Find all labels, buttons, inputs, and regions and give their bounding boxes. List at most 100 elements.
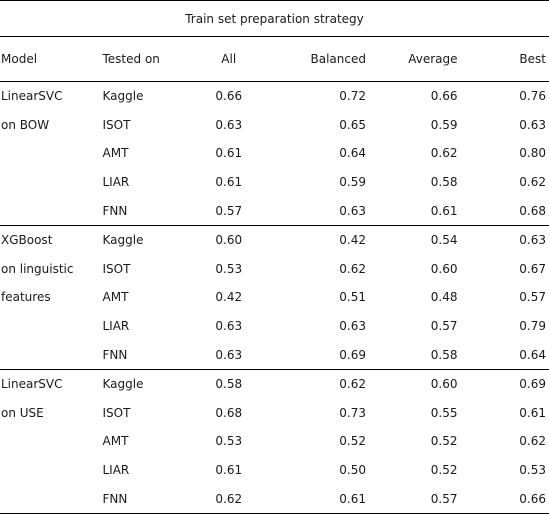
model-cell: on BOW (0, 111, 92, 140)
tested-on-cell: Kaggle (92, 225, 184, 254)
model-cell: LinearSVC (0, 82, 92, 111)
tested-on-cell: Kaggle (92, 82, 184, 111)
balanced-value-cell: 0.73 (275, 399, 367, 428)
best-value-cell: 0.63 (458, 111, 549, 140)
balanced-value-cell: 0.62 (275, 255, 367, 284)
balanced-value-cell: 0.69 (275, 340, 367, 369)
balanced-value-cell: 0.64 (275, 139, 367, 168)
header-tested-on: Tested on (92, 37, 184, 82)
average-value-cell: 0.52 (366, 456, 458, 485)
column-header-row: Model Tested on All Balanced Average Bes… (0, 37, 549, 82)
tested-on-cell: LIAR (92, 168, 184, 197)
balanced-value-cell: 0.52 (275, 427, 367, 456)
balanced-value-cell: 0.50 (275, 456, 367, 485)
model-cell (0, 312, 92, 341)
tested-on-cell: FNN (92, 196, 184, 225)
model-cell: features (0, 283, 92, 312)
all-value-cell: 0.66 (183, 82, 275, 111)
tested-on-cell: AMT (92, 427, 184, 456)
best-value-cell: 0.69 (458, 369, 549, 398)
best-value-cell: 0.63 (458, 225, 549, 254)
all-value-cell: 0.63 (183, 111, 275, 140)
header-average: Average (366, 37, 458, 82)
tested-on-cell: ISOT (92, 111, 184, 140)
all-value-cell: 0.62 (183, 484, 275, 513)
average-value-cell: 0.58 (366, 340, 458, 369)
all-value-cell: 0.63 (183, 312, 275, 341)
best-value-cell: 0.67 (458, 255, 549, 284)
all-value-cell: 0.61 (183, 168, 275, 197)
all-value-cell: 0.42 (183, 283, 275, 312)
all-value-cell: 0.53 (183, 427, 275, 456)
model-cell: XGBoost (0, 225, 92, 254)
tested-on-cell: LIAR (92, 312, 184, 341)
best-value-cell: 0.66 (458, 484, 549, 513)
average-value-cell: 0.66 (366, 82, 458, 111)
strategy-header-row: Train set preparation strategy (0, 1, 549, 37)
model-cell: on linguistic (0, 255, 92, 284)
all-value-cell: 0.58 (183, 369, 275, 398)
model-cell: on USE (0, 399, 92, 428)
average-value-cell: 0.48 (366, 283, 458, 312)
model-cell (0, 340, 92, 369)
all-value-cell: 0.61 (183, 139, 275, 168)
best-value-cell: 0.64 (458, 340, 549, 369)
average-value-cell: 0.58 (366, 168, 458, 197)
model-cell (0, 196, 92, 225)
tested-on-cell: ISOT (92, 399, 184, 428)
average-value-cell: 0.55 (366, 399, 458, 428)
balanced-value-cell: 0.61 (275, 484, 367, 513)
model-cell (0, 168, 92, 197)
best-value-cell: 0.53 (458, 456, 549, 485)
best-value-cell: 0.68 (458, 196, 549, 225)
all-value-cell: 0.63 (183, 340, 275, 369)
average-value-cell: 0.61 (366, 196, 458, 225)
balanced-value-cell: 0.72 (275, 82, 367, 111)
model-cell: LinearSVC (0, 369, 92, 398)
average-value-cell: 0.57 (366, 484, 458, 513)
balanced-value-cell: 0.63 (275, 312, 367, 341)
tested-on-cell: ISOT (92, 255, 184, 284)
all-value-cell: 0.60 (183, 225, 275, 254)
tested-on-cell: FNN (92, 340, 184, 369)
best-value-cell: 0.57 (458, 283, 549, 312)
best-value-cell: 0.76 (458, 82, 549, 111)
balanced-value-cell: 0.62 (275, 369, 367, 398)
all-value-cell: 0.57 (183, 196, 275, 225)
best-value-cell: 0.79 (458, 312, 549, 341)
average-value-cell: 0.57 (366, 312, 458, 341)
header-best: Best (458, 37, 549, 82)
all-value-cell: 0.61 (183, 456, 275, 485)
tested-on-cell: FNN (92, 484, 184, 513)
model-cell (0, 456, 92, 485)
best-value-cell: 0.62 (458, 427, 549, 456)
average-value-cell: 0.52 (366, 427, 458, 456)
average-value-cell: 0.60 (366, 369, 458, 398)
tested-on-cell: AMT (92, 283, 184, 312)
balanced-value-cell: 0.42 (275, 225, 367, 254)
header-all: All (183, 37, 275, 82)
average-value-cell: 0.60 (366, 255, 458, 284)
average-value-cell: 0.62 (366, 139, 458, 168)
balanced-value-cell: 0.63 (275, 196, 367, 225)
all-value-cell: 0.68 (183, 399, 275, 428)
balanced-value-cell: 0.59 (275, 168, 367, 197)
balanced-value-cell: 0.65 (275, 111, 367, 140)
header-model: Model (0, 37, 92, 82)
best-value-cell: 0.61 (458, 399, 549, 428)
all-value-cell: 0.53 (183, 255, 275, 284)
average-value-cell: 0.59 (366, 111, 458, 140)
tested-on-cell: LIAR (92, 456, 184, 485)
